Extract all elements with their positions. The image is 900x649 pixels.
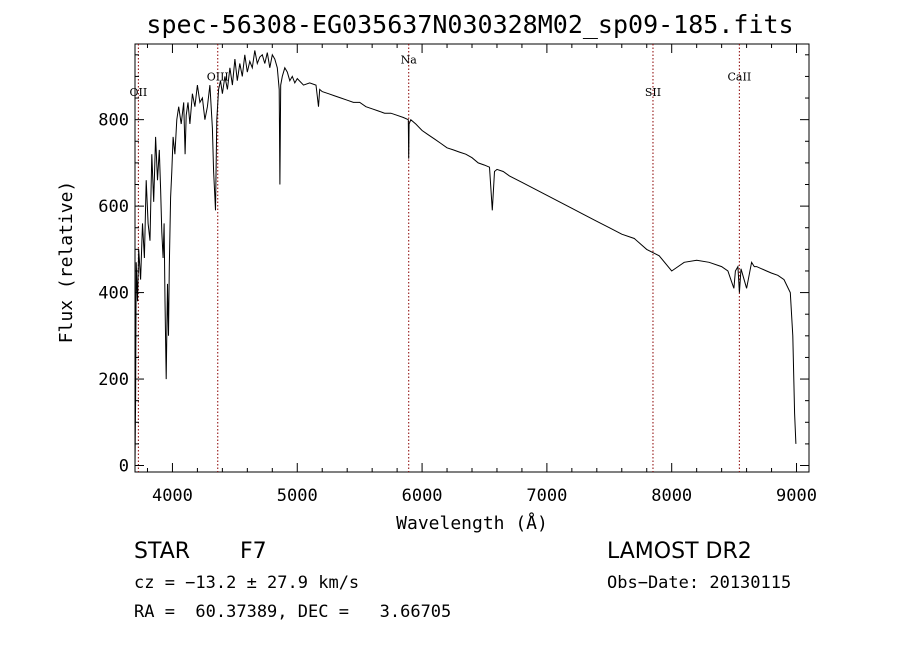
y-tick-label: 800 <box>98 111 129 131</box>
spectrum-line <box>134 50 797 466</box>
object-subclass: F7 <box>240 539 267 564</box>
plot-frame <box>134 43 810 473</box>
x-tick-label: 9000 <box>776 486 817 506</box>
x-tick-label: 5000 <box>277 486 318 506</box>
axis-ticks: 4000 5000 6000 7000 8000 9000 0 200 400 600 800 <box>98 44 817 506</box>
obs-date-text: Obs−Date: 20130115 <box>607 573 792 593</box>
x-tick-label: 7000 <box>526 486 567 506</box>
coordinates-text: RA = 60.37389, DEC = 3.66705 <box>134 602 452 622</box>
marker-label-na: Na <box>401 53 418 66</box>
survey-label: LAMOST DR2 <box>607 539 752 564</box>
y-tick-label: 600 <box>98 197 129 217</box>
marker-label-caii: CaII <box>728 71 752 84</box>
y-axis-label: Flux (relative) <box>56 181 77 344</box>
marker-label-oii: OII <box>130 86 148 99</box>
x-tick-label: 4000 <box>152 486 193 506</box>
y-tick-label: 0 <box>119 457 129 477</box>
emission-line-markers: OII OIII Na SII CaII <box>130 44 752 472</box>
x-tick-label: 8000 <box>651 486 692 506</box>
object-class: STAR <box>134 539 191 564</box>
redshift-text: cz = −13.2 ± 27.9 km/s <box>134 573 360 593</box>
y-tick-label: 400 <box>98 284 129 304</box>
x-axis-label: Wavelength (Å) <box>396 512 548 534</box>
marker-label-sii: SII <box>645 86 661 99</box>
x-tick-label: 6000 <box>402 486 443 506</box>
marker-label-oiii: OIII <box>207 71 229 84</box>
y-tick-label: 200 <box>98 370 129 390</box>
chart-title: spec-56308-EG035637N030328M02_sp09-185.f… <box>146 10 793 39</box>
